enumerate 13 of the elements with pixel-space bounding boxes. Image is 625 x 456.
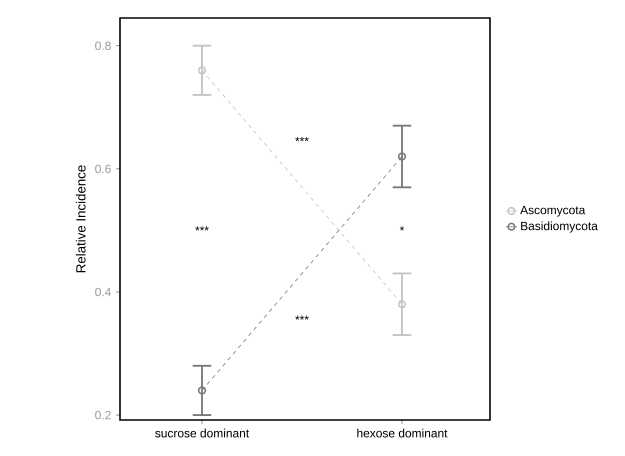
annotation: *** (295, 137, 309, 142)
legend-label: Ascomycota (520, 206, 586, 217)
y-axis-title: Relative Incidence (76, 165, 86, 272)
annotation: *** (195, 226, 209, 230)
y-tick-label: 0.2 (95, 410, 111, 420)
y-tick-label: 0.6 (95, 164, 111, 174)
y-tick-label: 0.4 (95, 288, 111, 296)
y-tick-label: 0.8 (95, 41, 111, 50)
x-tick-label: hexose dominant (357, 428, 448, 438)
annotation: * (400, 226, 404, 230)
legend-label: Basidiomycota (521, 221, 598, 233)
x-tick-label: sucrose dominant (155, 428, 250, 438)
annotation: *** (295, 316, 309, 320)
